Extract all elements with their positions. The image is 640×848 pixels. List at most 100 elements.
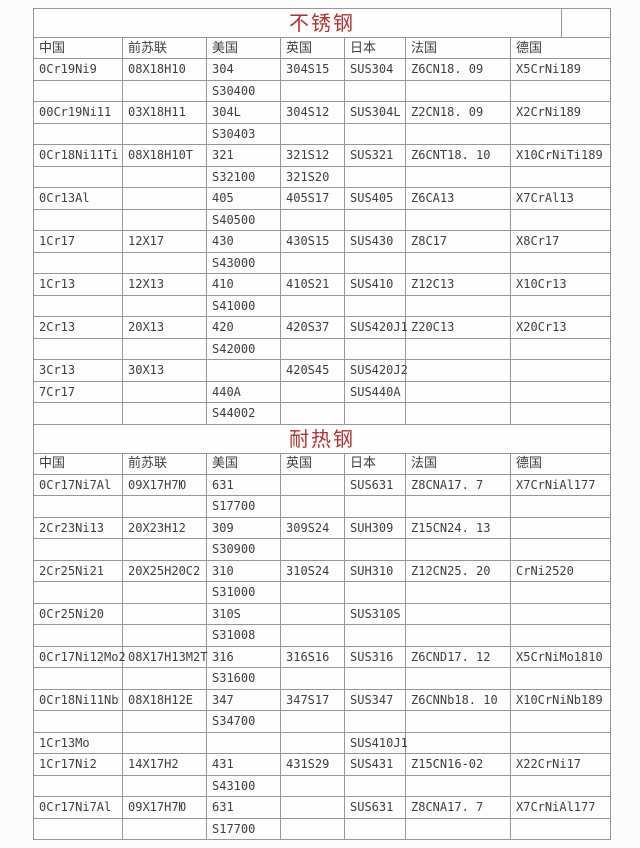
table-row: S42000 [33, 337, 612, 360]
grade-cell-ussr [122, 402, 207, 425]
grade-cell-ussr: 08X18H10T [122, 144, 207, 167]
grade-cell-usa [206, 359, 281, 382]
grade-cell-usa: 431 [206, 753, 281, 776]
grade-cell-uk: 347S17 [280, 688, 345, 711]
grade-cell-japan [344, 495, 406, 518]
grade-cell-ussr: 09X17H7Ю [122, 473, 207, 496]
grade-cell-ussr [122, 165, 207, 188]
table-row: 1Cr17 12X17 430 430S15 SUS430 Z8C17 X8Cr17 [33, 230, 612, 253]
table-row: 00Cr19Ni11 03X18H11 304L 304S12 SUS304L Z2CN1… [33, 101, 612, 124]
grade-cell-japan [344, 251, 406, 274]
grade-cell-china: 00Cr19Ni11 [33, 101, 123, 124]
grade-cell-france [405, 380, 511, 403]
grade-cell-japan: SUS431 [344, 753, 406, 776]
grade-cell-japan [344, 624, 406, 647]
column-header-row-heat-resistant-steel: 中国 前苏联 美国 英国 日本 法国 德国 [33, 452, 612, 475]
table-row: S41000 [33, 294, 612, 317]
grade-cell-germany [509, 165, 612, 188]
grade-cell-uk [280, 294, 345, 317]
grade-cell-ussr [122, 581, 207, 604]
grade-cell-japan [344, 208, 406, 231]
grade-cell-japan [344, 294, 406, 317]
grade-cell-ussr: 12X13 [122, 273, 207, 296]
grade-cell-uk: 420S37 [280, 316, 345, 339]
grade-cell-france [405, 667, 511, 690]
grade-cell-germany: X7CrNiAl177 [509, 473, 612, 496]
grade-cell-japan [344, 337, 406, 360]
grade-cell-usa: 304 [206, 58, 281, 81]
grade-cell-france: Z20C13 [405, 316, 511, 339]
grade-cell-ussr [122, 208, 207, 231]
grade-cell-japan [344, 402, 406, 425]
grade-cell-japan [344, 710, 406, 733]
grade-cell-japan: SUS420J2 [344, 359, 408, 382]
grade-cell-usa: 321 [206, 144, 281, 167]
grade-cell-usa: S31008 [206, 624, 281, 647]
grade-cell-china: 1Cr13 [33, 273, 123, 296]
grade-cell-japan: SUS440A [344, 380, 406, 403]
grade-cell-france [405, 402, 511, 425]
grade-cell-germany: X20Cr13 [509, 316, 612, 339]
section-title-heat-resistant-steel: 耐热钢 [32, 423, 612, 454]
grade-cell-usa: 405 [206, 187, 281, 210]
grade-cell-germany: X22CrNi17 [509, 753, 612, 776]
grade-cell-uk [280, 251, 345, 274]
grade-cell-ussr [122, 294, 207, 317]
grade-cell-usa: S31600 [206, 667, 281, 690]
grade-cell-ussr [122, 602, 207, 625]
table-row: S40500 [33, 208, 612, 231]
grade-cell-china: 0Cr17Ni7Al [33, 473, 123, 496]
grade-cell-japan [344, 667, 406, 690]
grade-cell-ussr [122, 79, 207, 102]
grade-cell-china: 0Cr18Ni11Ti [33, 144, 123, 167]
grade-cell-germany: X5CrNiMo1810 [509, 645, 612, 668]
grade-cell-france [405, 602, 511, 625]
column-header-usa: 美国 [206, 452, 281, 475]
grade-cell-usa: S43000 [206, 251, 281, 274]
grade-cell-japan: SUS304L [344, 101, 406, 124]
grade-cell-france: Z6CNNb18. 10 [405, 688, 511, 711]
grade-cell-usa: S30400 [206, 79, 281, 102]
grade-cell-japan [344, 817, 406, 840]
grade-cell-france [405, 731, 511, 754]
grade-cell-ussr [122, 538, 207, 561]
grade-cell-china [33, 817, 123, 840]
grade-cell-france: Z6CN18. 09 [405, 58, 511, 81]
table-row: S31000 [33, 581, 612, 604]
table-row: S31600 [33, 667, 612, 690]
grade-cell-france [405, 79, 511, 102]
grade-cell-germany [509, 774, 612, 797]
table-row: S30900 [33, 538, 612, 561]
grade-cell-usa: 631 [206, 796, 281, 819]
grade-cell-ussr [122, 624, 207, 647]
grade-cell-uk [280, 337, 345, 360]
grade-cell-france: Z6CND17. 12 [405, 645, 511, 668]
grade-cell-china [33, 208, 123, 231]
grade-cell-usa: S30900 [206, 538, 281, 561]
grade-cell-ussr: 14X17H2 [122, 753, 207, 776]
grade-cell-uk [280, 402, 345, 425]
grade-cell-uk [280, 624, 345, 647]
steel-grade-table: 不锈钢 中国 前苏联 美国 英国 日本 法国 德国 0Cr19Ni9 08X18H10 304 304… [32, 8, 612, 840]
grade-cell-germany [509, 516, 612, 539]
grade-cell-germany [509, 251, 612, 274]
grade-cell-china: 7Cr17 [33, 380, 123, 403]
grade-cell-japan: SUH309 [344, 516, 406, 539]
grade-cell-germany [509, 817, 612, 840]
grade-cell-china: 1Cr17 [33, 230, 123, 253]
grade-cell-china: 2Cr13 [33, 316, 123, 339]
grade-cell-japan [344, 581, 406, 604]
table-row: 0Cr17Ni12Mo2 08X17H13M2T 316 316S16 SUS316 Z6… [33, 645, 612, 668]
grade-cell-china [33, 122, 123, 145]
grade-cell-ussr [122, 251, 207, 274]
table-row: S44002 [33, 402, 612, 425]
grade-cell-ussr: 08X18H12E [122, 688, 207, 711]
column-header-row-stainless-steel: 中国 前苏联 美国 英国 日本 法国 德国 [33, 37, 612, 59]
grade-cell-ussr [122, 774, 207, 797]
table-row: S32100 321S20 [33, 165, 612, 188]
grade-cell-japan: SUS316 [344, 645, 406, 668]
grade-cell-uk [280, 710, 345, 733]
table-row: 3Cr13 30X13 420S45 SUS420J2 [33, 359, 612, 382]
column-header-germany: 德国 [509, 37, 612, 59]
